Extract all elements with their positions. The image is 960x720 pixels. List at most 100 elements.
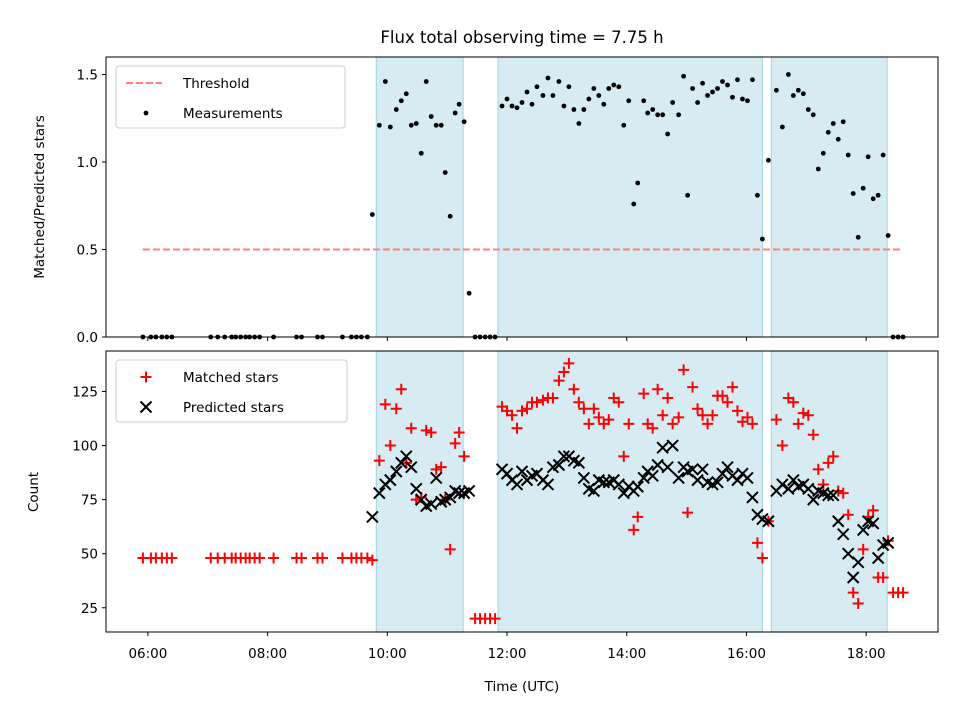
measurements-point (700, 80, 705, 86)
predicted-stars-point (425, 497, 438, 511)
measurements-point (885, 233, 891, 238)
matched-stars-point (746, 418, 758, 430)
matched-stars-point (390, 403, 402, 415)
matched-stars-point (647, 422, 659, 434)
measurements-point (452, 110, 458, 116)
measurements-point (710, 89, 715, 95)
measurements-point (840, 119, 846, 125)
predicted-stars-point (787, 473, 800, 487)
predicted-stars-point (851, 556, 865, 569)
matched-stars-point (563, 357, 575, 369)
predicted-stars-point (612, 478, 625, 491)
measurements-point (376, 122, 382, 128)
matched-stars-legend-swatch (140, 371, 152, 383)
measurements-point (645, 110, 651, 116)
measurements-point (795, 87, 801, 93)
ratio-panel-frame (105, 56, 939, 338)
matched-stars-point (506, 409, 518, 421)
matched-stars-point (847, 587, 859, 599)
predicted-stars-point (721, 460, 734, 474)
measurements-point (514, 105, 520, 111)
measurements-point (586, 96, 592, 102)
legend-box (115, 359, 348, 423)
observing-interval (375, 56, 464, 338)
measurements-point (418, 150, 424, 156)
matched-stars-point (877, 571, 889, 583)
matched-stars-point (857, 543, 869, 555)
ratio-panel-axes: 0.0 0.5 1.0 1.5 (77, 68, 867, 346)
matched-stars-point (444, 543, 456, 555)
measurements-point (428, 114, 434, 119)
matched-stars-point (449, 437, 461, 449)
predicted-stars-point (366, 510, 379, 524)
predicted-stars-point (696, 463, 709, 476)
x-tick-label: 08:00 (248, 646, 287, 662)
measurements-point (466, 290, 472, 296)
predicted-stars-point (807, 493, 820, 506)
measurements-point (745, 98, 750, 104)
count-panel-axes: 25 50 75 100 125 (72, 384, 867, 636)
measurements-point (660, 112, 666, 118)
measurements-point (705, 93, 710, 98)
matched-stars-point (420, 424, 432, 436)
predicted-stars-legend-label: Predicted stars (183, 400, 284, 416)
threshold-legend-label: Threshold (182, 76, 250, 92)
measurements-point (550, 93, 556, 98)
predicted-stars-point (557, 450, 571, 463)
measurements-point (825, 129, 831, 135)
measurements-point (870, 196, 876, 202)
predicted-stars-point (782, 482, 795, 496)
matched-stars-point (588, 403, 600, 415)
matched-stars-point (593, 411, 605, 423)
measurements-point (773, 87, 779, 93)
predicted-stars-point (510, 478, 524, 491)
measurements-point (800, 91, 806, 97)
measurements-point (596, 93, 602, 98)
measurements-point (735, 77, 740, 83)
matched-stars-point (687, 381, 699, 393)
measurements-legend-swatch (143, 110, 149, 116)
measurements-point (382, 79, 388, 84)
matched-stars-point (692, 403, 704, 415)
predicted-stars-point (802, 482, 815, 496)
count-panel-frame (105, 350, 939, 633)
matched-stars-point (361, 552, 373, 564)
measurements-point (509, 103, 515, 109)
matched-stars-point (458, 450, 470, 462)
measurements-point (750, 77, 755, 83)
measurements-point (369, 212, 375, 217)
predicted-stars-point (666, 439, 679, 452)
predicted-stars-point (515, 465, 529, 478)
predicted-stars-point (846, 571, 860, 584)
measurements-point (830, 121, 836, 126)
matched-stars-point (618, 450, 630, 462)
measurements-legend-label: Measurements (183, 106, 283, 122)
measurements-point (504, 96, 510, 102)
measurements-point (423, 79, 429, 84)
count-y-tick-label: 100 (72, 439, 98, 455)
predicted-stars-point (587, 484, 601, 498)
predicted-stars-point (822, 489, 835, 502)
matched-stars-point (405, 422, 417, 434)
matched-stars-point (657, 409, 669, 421)
matched-stars-point (379, 398, 391, 410)
matched-stars-point (678, 364, 690, 376)
matched-stars-point (430, 463, 442, 475)
predicted-stars-point (866, 517, 880, 530)
measurements-point (398, 98, 404, 104)
matched-stars-point (537, 394, 549, 406)
legend-box (115, 65, 346, 129)
measurements-point (755, 192, 760, 198)
matched-stars-point (897, 587, 909, 599)
measurements-point (720, 79, 725, 84)
measurements-point (850, 191, 856, 196)
x-tick-label: 18:00 (847, 646, 886, 662)
x-tick-label: 12:00 (488, 646, 527, 662)
measurements-point (442, 170, 448, 175)
predicted-stars-point (686, 463, 699, 476)
ratio-legend: Threshold Measurements (115, 65, 346, 129)
measurements-point (635, 180, 641, 186)
ratio-y-tick-label: 0.5 (77, 243, 98, 259)
predicted-stars-point (832, 515, 845, 528)
